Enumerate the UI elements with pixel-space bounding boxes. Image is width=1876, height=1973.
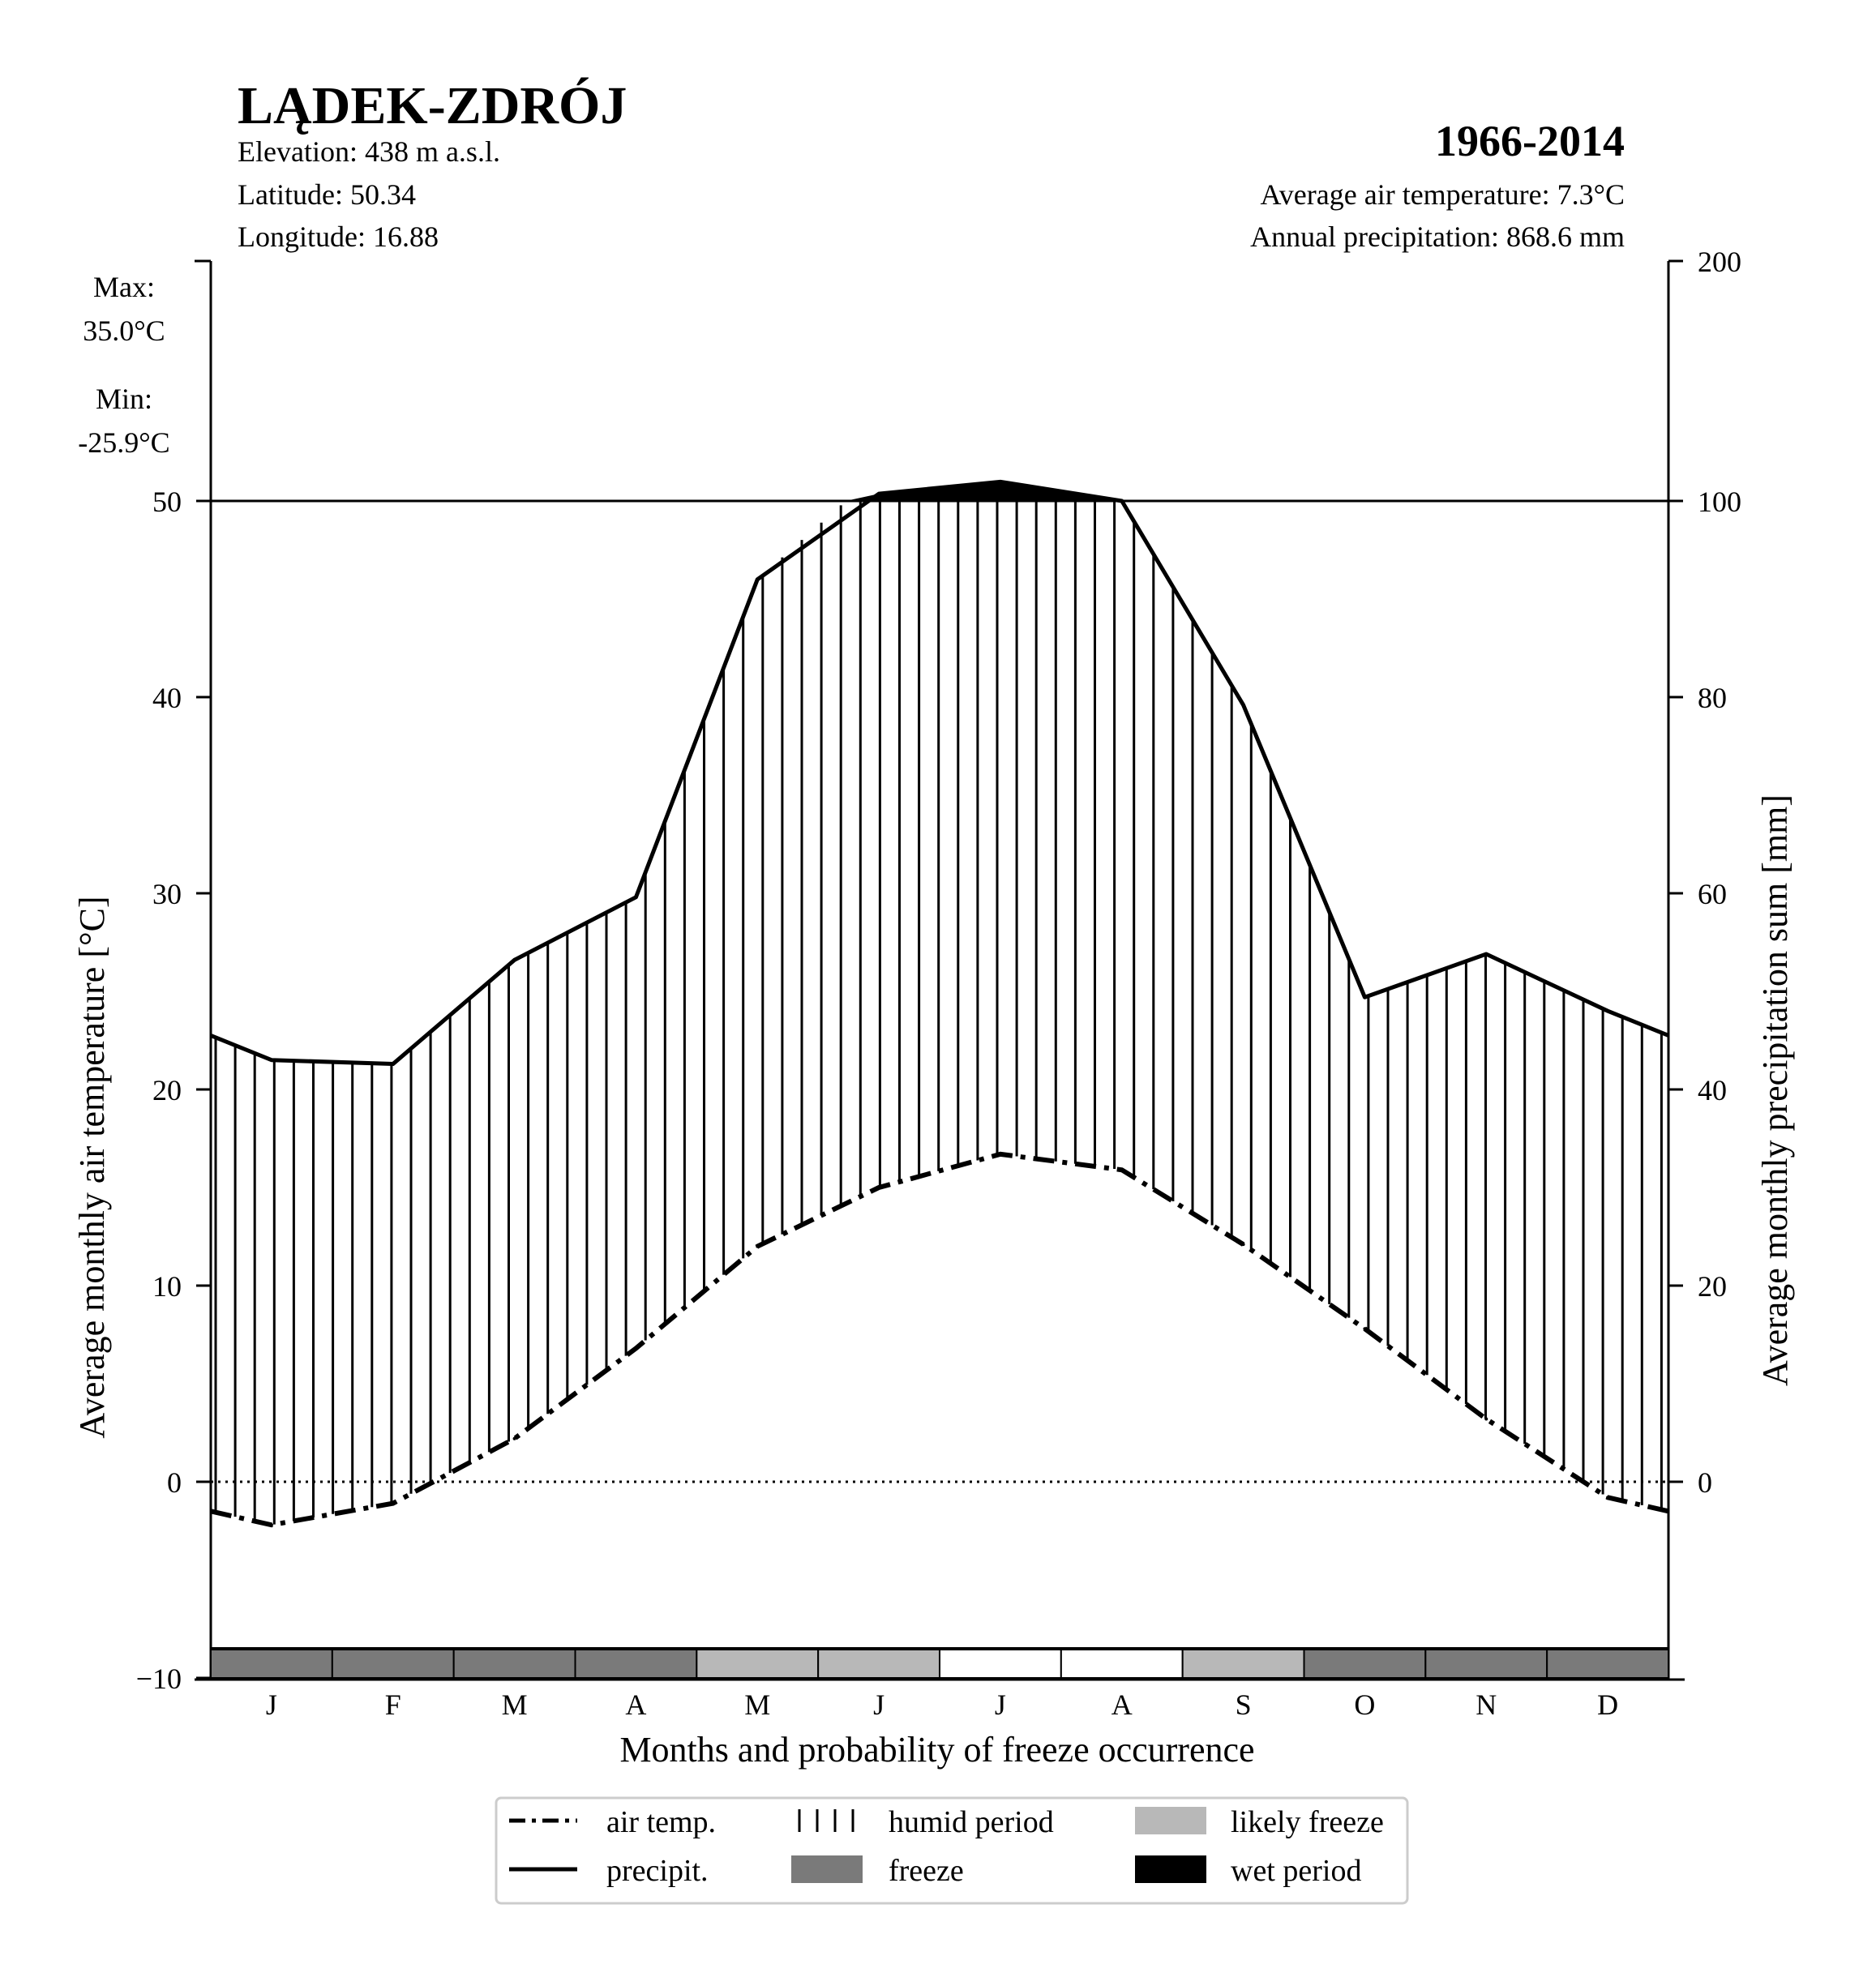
precip-point <box>1120 499 1124 503</box>
month-tick-label: O <box>1354 1688 1375 1721</box>
freeze-bar <box>210 1647 1669 1679</box>
avg-temp-text: Average air temperature: 7.3°C <box>1260 178 1625 211</box>
left-tick-label: 30 <box>152 878 182 910</box>
x-axis-label: Months and probability of freeze occurre… <box>619 1730 1254 1770</box>
freeze-cell-freeze <box>1424 1648 1548 1679</box>
month-tick-label: J <box>266 1688 277 1721</box>
legend-freeze-label: freeze <box>889 1854 964 1888</box>
air-temp-point <box>1363 1327 1367 1331</box>
month-tick-label: A <box>1111 1688 1133 1721</box>
month-tick-label: D <box>1597 1688 1618 1721</box>
freeze-cell-freeze <box>1546 1648 1669 1679</box>
elevation-text: Elevation: 438 m a.s.l. <box>238 135 500 168</box>
axes <box>195 259 1685 1681</box>
left-tick-label: 40 <box>152 682 182 714</box>
max-label: Max: <box>93 271 155 303</box>
legend-humid-label: humid period <box>889 1805 1054 1839</box>
longitude-text: Longitude: 16.88 <box>238 220 439 253</box>
month-tick-label: N <box>1476 1688 1497 1721</box>
legend-humid-swatch <box>798 1809 854 1832</box>
precip-point <box>634 895 638 899</box>
min-value: -25.9°C <box>78 426 169 459</box>
min-label: Min: <box>96 383 152 415</box>
left-tick-label: 0 <box>167 1466 182 1499</box>
air-temp-point <box>269 1523 273 1527</box>
month-tick-label: F <box>385 1688 401 1721</box>
right-tick-label: 100 <box>1698 486 1741 518</box>
month-tick-label: M <box>744 1688 770 1721</box>
freeze-cell-freeze <box>331 1648 455 1679</box>
freeze-cell-freeze <box>1303 1648 1427 1679</box>
precip-point <box>512 958 516 962</box>
period-text: 1966-2014 <box>1435 117 1625 165</box>
left-tick-label: 10 <box>152 1270 182 1303</box>
freeze-cell-freeze <box>210 1648 333 1679</box>
legend-freeze-swatch <box>791 1855 863 1883</box>
wet-period-fill <box>846 481 1122 501</box>
station-name: LĄDEK-ZDRÓJ <box>238 76 627 135</box>
air-temp-point <box>1241 1243 1245 1247</box>
month-tick-label: S <box>1236 1688 1252 1721</box>
legend-wet-label: wet period <box>1231 1854 1361 1888</box>
legend-likely-freeze-label: likely freeze <box>1231 1805 1384 1839</box>
precip-line <box>210 479 1669 1067</box>
right-tick-label: 200 <box>1698 246 1741 278</box>
right-tick-label: 0 <box>1698 1466 1712 1499</box>
freeze-cell-none <box>1060 1648 1184 1679</box>
right-tick-label: 60 <box>1698 878 1727 910</box>
freeze-cell-freeze <box>574 1648 698 1679</box>
legend-likely-freeze-swatch <box>1135 1807 1206 1834</box>
latitude-text: Latitude: 50.34 <box>238 178 416 211</box>
legend-air-temp-label: air temp. <box>606 1805 716 1839</box>
precip-point <box>877 492 881 496</box>
legend-wet-swatch <box>1135 1855 1206 1883</box>
left-tick-label: 20 <box>152 1074 182 1106</box>
right-tick-label: 20 <box>1698 1270 1727 1303</box>
air-temp-point <box>1606 1496 1610 1500</box>
month-tick-label: A <box>625 1688 646 1721</box>
month-tick-label: J <box>873 1688 884 1721</box>
humid-period-hatching <box>214 501 1663 1525</box>
month-tick-label: J <box>995 1688 1006 1721</box>
air-temp-point <box>391 1501 395 1505</box>
air-temp-point <box>1120 1168 1124 1172</box>
precip-point <box>269 1058 273 1062</box>
precip-point <box>391 1062 395 1066</box>
left-tick-label: −10 <box>136 1663 182 1695</box>
y-axis-right-label: Average monthly precipitation sum [mm] <box>1755 794 1795 1386</box>
data-lines <box>210 479 1669 1528</box>
left-tick-label: 50 <box>152 486 182 518</box>
air-temp-point <box>1484 1417 1488 1421</box>
max-value: 35.0°C <box>83 315 165 347</box>
air-temp-point <box>877 1186 881 1189</box>
precip-point <box>1484 952 1488 957</box>
annual-precip-text: Annual precipitation: 868.6 mm <box>1250 220 1625 253</box>
freeze-cell-likely <box>1181 1648 1305 1679</box>
freeze-cell-none <box>939 1648 1062 1679</box>
wet-period-area <box>846 481 1122 501</box>
legend: air temp. precipit. humid period freeze … <box>495 1796 1409 1905</box>
right-tick-label: 80 <box>1698 682 1727 714</box>
precip-point <box>756 577 760 581</box>
freeze-cell-likely <box>696 1648 820 1679</box>
freeze-cell-likely <box>817 1648 941 1679</box>
y-axis-left-label: Average monthly air temperature [°C] <box>72 896 112 1438</box>
freeze-cell-freeze <box>452 1648 576 1679</box>
air-temp-point <box>998 1152 1002 1156</box>
precip-point <box>1606 1009 1610 1013</box>
right-tick-label: 40 <box>1698 1074 1727 1106</box>
month-tick-label: M <box>502 1688 528 1721</box>
precip-point <box>1363 995 1367 999</box>
air-temp-line <box>210 1151 1669 1528</box>
air-temp-point <box>512 1436 516 1440</box>
legend-precip-label: precipit. <box>606 1854 709 1888</box>
precip-point <box>998 480 1002 484</box>
air-temp-point <box>634 1346 638 1350</box>
tick-labels: −10 0 10 20 30 40 50 0 20 40 60 80 100 200 J F M A M J J A S O N… <box>136 246 1741 1721</box>
air-temp-point <box>756 1244 760 1248</box>
precip-point <box>1241 703 1245 707</box>
